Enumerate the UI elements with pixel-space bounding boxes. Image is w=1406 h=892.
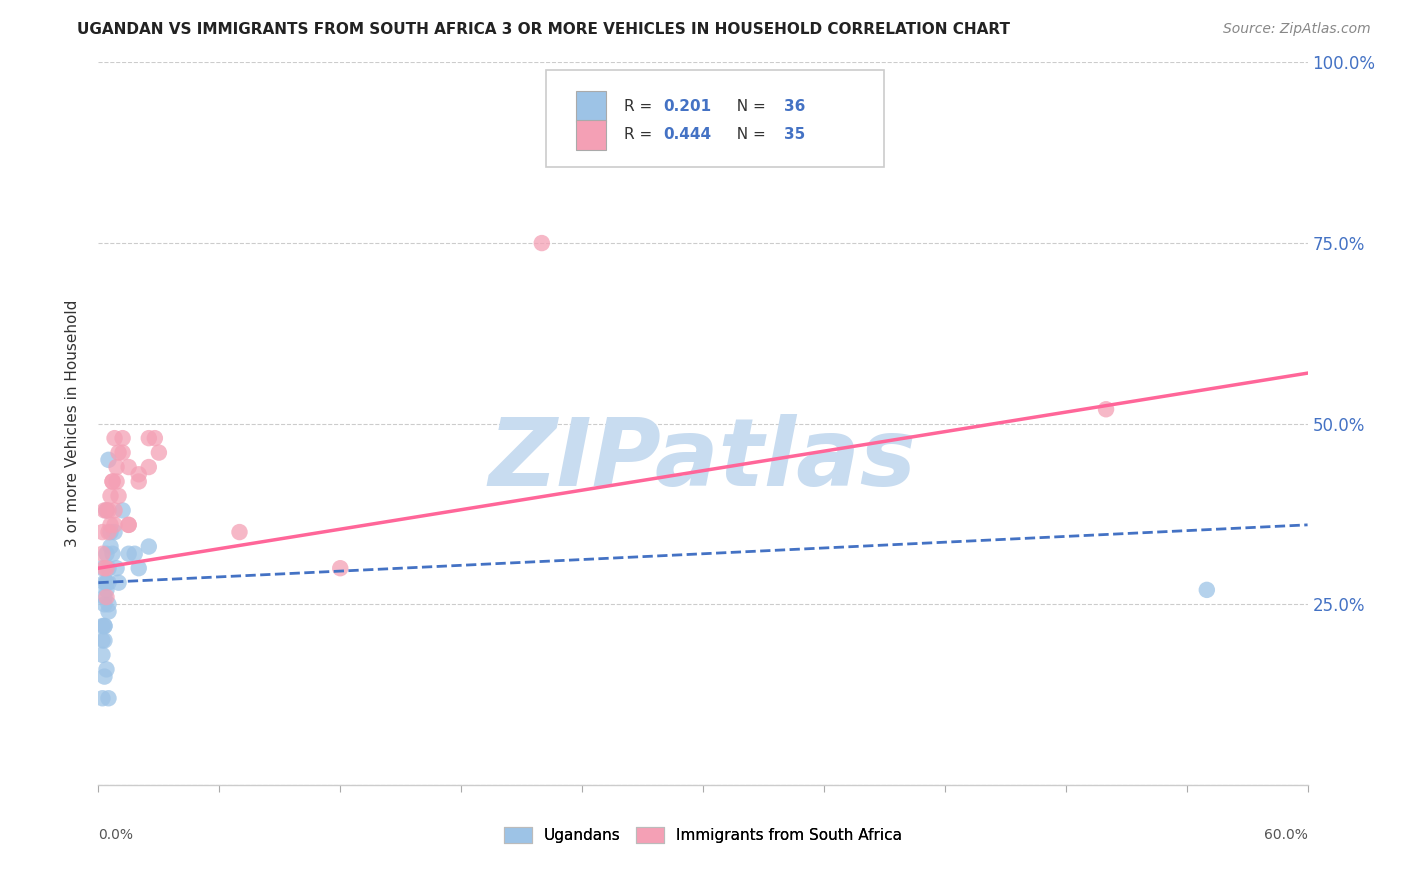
Point: [97, 575, 120, 590]
Legend: Ugandans, Immigrants from South Africa: Ugandans, Immigrants from South Africa: [498, 822, 908, 849]
Point: [91, 633, 114, 648]
Point: [97, 605, 120, 619]
FancyBboxPatch shape: [546, 70, 884, 167]
Point: [105, 475, 128, 489]
Point: [93, 590, 115, 604]
Point: [100, 517, 122, 532]
Point: [1095, 402, 1118, 417]
Point: [97, 524, 120, 539]
Point: [97, 598, 120, 612]
Point: [138, 540, 160, 554]
Point: [93, 633, 115, 648]
Point: [118, 517, 141, 532]
Point: [143, 431, 166, 445]
Text: Source: ZipAtlas.com: Source: ZipAtlas.com: [1223, 22, 1371, 37]
Point: [103, 517, 125, 532]
Point: [96, 547, 118, 561]
Point: [96, 582, 118, 597]
Point: [91, 561, 114, 575]
Point: [93, 669, 115, 683]
Point: [103, 431, 125, 445]
Point: [96, 503, 118, 517]
Point: [97, 691, 120, 706]
Point: [128, 561, 150, 575]
Point: [91, 648, 114, 662]
Point: [100, 540, 122, 554]
Point: [118, 460, 141, 475]
Point: [103, 524, 125, 539]
Point: [107, 489, 129, 503]
Point: [101, 475, 124, 489]
Point: [107, 445, 129, 459]
Point: [128, 475, 150, 489]
Text: R =: R =: [624, 99, 658, 114]
Point: [100, 524, 122, 539]
Point: [97, 503, 120, 517]
Point: [91, 619, 114, 633]
Point: [91, 524, 114, 539]
Point: [111, 431, 134, 445]
Text: 60.0%: 60.0%: [1264, 829, 1308, 842]
Text: R =: R =: [624, 128, 658, 142]
Point: [138, 460, 160, 475]
Text: 0.201: 0.201: [664, 99, 711, 114]
Point: [93, 575, 115, 590]
Point: [91, 547, 114, 561]
Point: [97, 561, 120, 575]
Point: [124, 547, 146, 561]
Point: [96, 662, 118, 676]
Text: UGANDAN VS IMMIGRANTS FROM SOUTH AFRICA 3 OR MORE VEHICLES IN HOUSEHOLD CORRELAT: UGANDAN VS IMMIGRANTS FROM SOUTH AFRICA …: [77, 22, 1011, 37]
Point: [128, 467, 150, 482]
Point: [111, 445, 134, 459]
FancyBboxPatch shape: [576, 91, 606, 121]
Text: 0.444: 0.444: [664, 128, 711, 142]
Point: [96, 561, 118, 575]
Point: [1195, 582, 1218, 597]
Point: [100, 489, 122, 503]
Point: [96, 503, 118, 517]
Point: [105, 460, 128, 475]
Point: [105, 561, 128, 575]
Point: [138, 431, 160, 445]
Point: [107, 575, 129, 590]
Point: [96, 575, 118, 590]
Point: [93, 619, 115, 633]
Point: [329, 561, 352, 575]
Text: 36: 36: [785, 99, 806, 114]
Point: [93, 503, 115, 517]
Point: [148, 445, 170, 459]
Text: N =: N =: [727, 99, 770, 114]
Point: [93, 598, 115, 612]
Point: [103, 503, 125, 517]
FancyBboxPatch shape: [576, 120, 606, 150]
Point: [96, 590, 118, 604]
Point: [118, 517, 141, 532]
Point: [111, 503, 134, 517]
Text: 35: 35: [785, 128, 806, 142]
Point: [101, 547, 124, 561]
Text: N =: N =: [727, 128, 770, 142]
Point: [97, 453, 120, 467]
Point: [96, 575, 118, 590]
Text: 0.0%: 0.0%: [98, 829, 134, 842]
Text: ZIPatlas: ZIPatlas: [489, 414, 917, 506]
Point: [93, 561, 115, 575]
Point: [530, 235, 553, 250]
Point: [118, 547, 141, 561]
Y-axis label: 3 or more Vehicles in Household: 3 or more Vehicles in Household: [65, 300, 80, 548]
Point: [101, 475, 124, 489]
Point: [228, 524, 250, 539]
Point: [93, 619, 115, 633]
Point: [91, 691, 114, 706]
